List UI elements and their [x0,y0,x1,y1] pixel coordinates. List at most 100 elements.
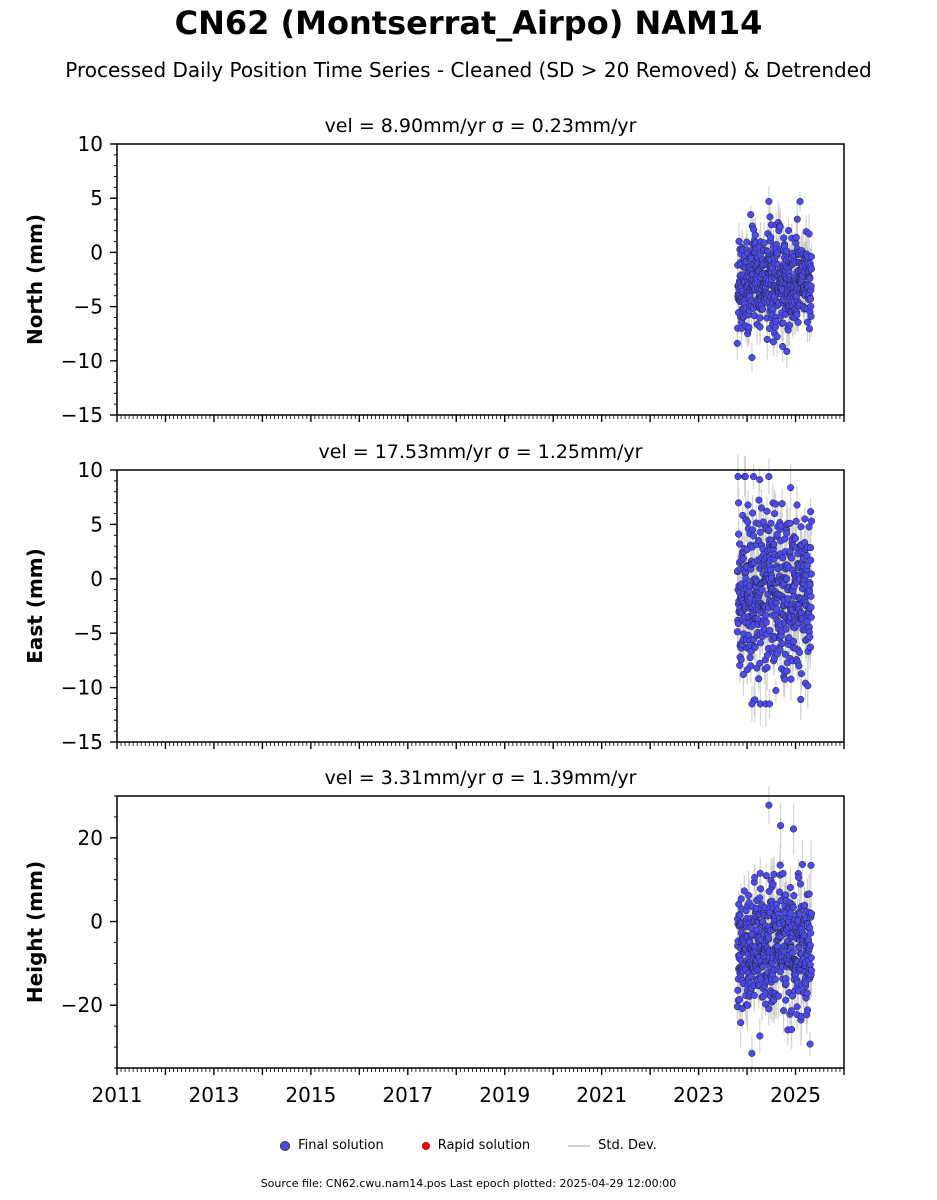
data-point [781,650,789,658]
y-tick-label: −10 [61,676,103,700]
y-axis-label: North (mm) [23,214,47,345]
data-point [779,319,787,327]
data-point [763,335,771,343]
data-point [807,570,815,578]
data-point [756,528,764,536]
data-point [782,625,790,633]
data-point [779,869,787,878]
data-point [807,861,815,869]
data-point [793,311,801,319]
data-point [788,554,796,562]
data-point [786,519,794,527]
data-point [757,504,765,512]
data-point [769,338,777,346]
data-point [804,1006,812,1014]
data-point [745,891,753,899]
data-point [769,880,777,888]
data-point [807,954,815,962]
data-point [763,664,771,672]
data-point [776,861,784,869]
plot-frame [116,143,845,416]
data-point [780,1007,788,1015]
data-point [734,986,742,994]
data-point [760,239,768,247]
data-point [806,274,814,282]
data-point [783,667,791,675]
data-point [776,646,784,654]
data-point [756,639,765,647]
data-point [782,529,791,537]
data-point [772,500,780,508]
data-point [785,321,794,329]
data-series [733,186,816,373]
y-tick-label: 10 [78,132,103,156]
data-point [737,895,745,903]
data-point [746,654,754,662]
x-tick-label: 2017 [382,1083,433,1107]
x-tick-label: 2025 [770,1083,821,1107]
data-point [797,670,805,678]
panel-3: vel = 3.31mm/yr σ = 1.39mm/yr Height (mm)… [23,767,845,1107]
data-point [778,640,786,648]
data-point [803,561,811,569]
data-point [771,975,779,984]
legend-final-marker [280,1140,291,1151]
time-series-chart: vel = 8.90mm/yr σ = 0.23mm/yr North (mm) 1… [23,115,845,1107]
legend-std-label: Std. Dev. [598,1138,657,1153]
data-point [807,253,815,261]
data-point [745,323,753,331]
data-point [795,874,803,882]
data-point [773,530,781,538]
data-point [807,603,815,611]
data-point [765,526,773,534]
data-point [747,211,755,219]
data-point [794,318,802,326]
data-point [749,532,757,540]
data-point [790,825,798,833]
data-point [739,555,747,563]
data-point [747,662,755,670]
data-point [806,643,814,651]
data-point [806,633,814,641]
data-point [767,233,775,241]
data-point [796,880,804,888]
data-point [735,499,743,507]
data-point [773,605,781,613]
panel-1: vel = 8.90mm/yr σ = 0.23mm/yr North (mm) 1… [23,115,845,427]
chart-title: CN62 (Montserrat_Airpo) NAM14 [174,4,763,42]
data-point [776,888,784,896]
data-point [771,510,779,518]
panel-title: vel = 8.90mm/yr σ = 0.23mm/yr [325,115,637,137]
data-point [756,659,764,667]
legend-rapid-marker [421,1141,430,1150]
data-point [765,472,773,481]
data-point [747,973,755,981]
data-point [795,662,803,670]
data-point [755,496,763,504]
data-point [784,226,793,235]
data-point [762,618,770,626]
data-point [789,903,797,911]
data-point [788,1025,796,1033]
data-point [803,551,811,560]
data-point [778,500,786,508]
legend-item-final: Final solution [280,1138,384,1153]
data-point [793,501,801,509]
legend-rapid-label: Rapid solution [437,1138,531,1153]
source-footer: Source file: CN62.cwu.nam14.pos Last epo… [260,1177,677,1190]
data-point [779,342,787,351]
data-point [804,682,812,690]
data-point [807,556,815,564]
data-point [796,197,804,206]
data-point [791,534,800,542]
data-point [780,234,788,242]
x-tick-label: 2019 [479,1083,530,1107]
data-point [736,540,744,548]
data-point [793,215,801,223]
data-point [785,634,793,642]
y-tick-label: 0 [90,910,103,934]
data-point [807,544,815,552]
y-tick-label: 0 [90,240,103,264]
y-axis-label: Height (mm) [23,861,47,1003]
data-point [793,1003,801,1011]
